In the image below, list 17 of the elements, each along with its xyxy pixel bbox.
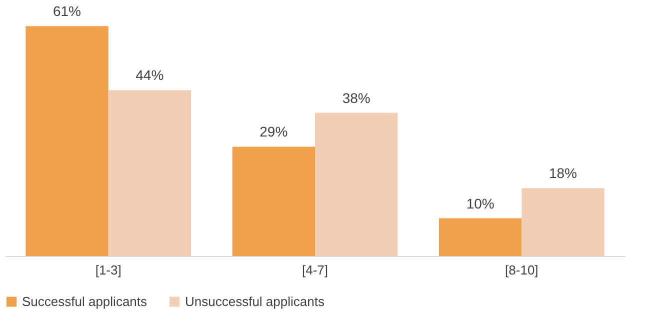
data-label: 44% (136, 67, 164, 84)
bar (315, 112, 398, 256)
x-tick-label: [8-10] (505, 262, 538, 278)
legend-label: Successful applicants (22, 294, 148, 309)
x-tick-label: [1-3] (95, 262, 122, 278)
bar (522, 188, 604, 256)
data-label: 29% (260, 124, 288, 140)
x-tick-label: [4-7] (302, 262, 328, 278)
bar (439, 218, 522, 256)
bar (26, 26, 108, 256)
data-label: 61% (52, 3, 82, 20)
data-label: 18% (548, 165, 578, 182)
legend-label: Unsuccessful applicants (185, 294, 325, 309)
bar (108, 90, 191, 256)
data-label: 38% (342, 90, 370, 106)
data-label: 10% (466, 195, 494, 212)
bar (232, 146, 315, 256)
